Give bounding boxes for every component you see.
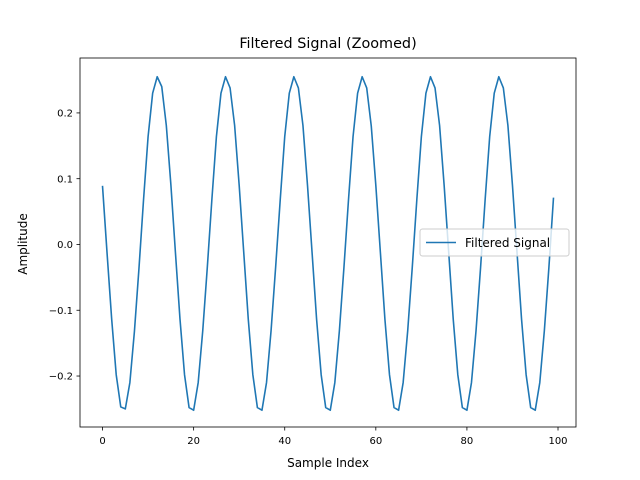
y-tick-label: 0.0: [57, 240, 73, 251]
plot-area: [101, 75, 555, 412]
x-tick-label: 80: [461, 436, 474, 447]
y-tick-label: 0.2: [57, 109, 73, 120]
y-tick-label: 0.1: [57, 174, 73, 185]
legend: Filtered Signal: [419, 228, 570, 257]
axes-frame: [79, 57, 577, 428]
series-line-0: [101, 75, 555, 412]
x-tick-label: 100: [548, 436, 567, 447]
x-axis-label: Sample Index: [287, 456, 369, 470]
chart-title: Filtered Signal (Zoomed): [239, 36, 416, 52]
y-axis-label: Amplitude: [16, 213, 30, 275]
x-tick-label: 0: [99, 436, 105, 447]
x-tick-label: 60: [369, 436, 382, 447]
y-tick-label: −0.2: [49, 372, 73, 383]
legend-label: Filtered Signal: [465, 236, 550, 250]
x-tick-label: 40: [278, 436, 291, 447]
y-tick-label: −0.1: [49, 306, 73, 317]
axes: 0 20 40 60 80 100 −0.2 −0.1 0.0 0.1 0.2: [49, 57, 577, 447]
legend-box: [419, 228, 570, 257]
x-tick-label: 20: [187, 436, 200, 447]
